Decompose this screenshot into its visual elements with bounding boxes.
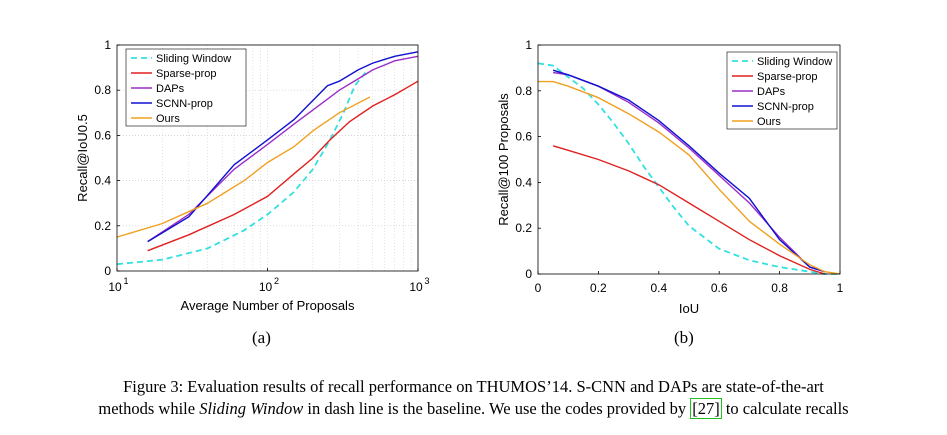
x-tick-exponent: 2	[274, 276, 279, 286]
x-tick-label: 0.4	[650, 281, 667, 295]
legend: Sliding Window Sparse-prop DAPs SCNN-prop Ou…	[125, 48, 247, 127]
x-axis-label: Average Number of Proposals	[181, 298, 355, 313]
x-tick-label: 10	[108, 280, 122, 294]
y-tick-label: 0.4	[515, 175, 532, 189]
x-tick-label: 0.8	[771, 281, 788, 295]
y-tick-label: 0.8	[515, 84, 532, 98]
x-axis-label: IoU	[679, 301, 699, 316]
x-tick-label: 10	[409, 280, 423, 294]
plot-frame	[537, 44, 841, 275]
x-tick-exponent: 1	[123, 276, 128, 286]
x-tick-label: 1	[837, 281, 844, 295]
caption-line-2: methods while Sliding Window in dash lin…	[0, 398, 947, 420]
x-tick-label: 10	[259, 280, 273, 294]
y-tick-label: 1	[525, 38, 532, 52]
legend-label-ours: Ours	[757, 116, 781, 128]
y-tick-label: 0	[525, 267, 532, 281]
legend: Sliding Window Sparse-prop DAPs SCNN-prop Ou…	[726, 51, 838, 130]
caption-line-1: Figure 3: Evaluation results of recall p…	[123, 377, 824, 396]
citation-link[interactable]: [27]	[690, 398, 722, 419]
series-line-daps	[147, 55, 419, 243]
y-tick-label: 0	[104, 264, 111, 278]
y-tick-label: 0.6	[94, 128, 111, 142]
series-line-ours	[538, 80, 841, 275]
legend-label-daps: DAPs	[757, 86, 786, 98]
legend-label-scnn-prop: SCNN-prop	[757, 101, 814, 113]
recall-vs-iou-chart: 0 0.2 0.4 0.6 0.8 1 0 0.2 0.4 0.6 0.8 1 IoU Recall@10…	[496, 38, 844, 316]
legend-label-sliding-window: Sliding Window	[156, 53, 231, 65]
y-axis-label: Recall@IoU0.5	[75, 114, 90, 202]
legend-label-daps: DAPs	[156, 83, 185, 95]
y-tick-label: 0.4	[94, 174, 111, 188]
legend-label-sparse-prop: Sparse-prop	[156, 68, 217, 80]
series-line-sparse-prop	[552, 145, 826, 275]
caption-text-b: in dash line is the baseline. We use the…	[303, 399, 691, 418]
legend-label-scnn-prop: SCNN-prop	[156, 98, 213, 110]
legend-label-sliding-window: Sliding Window	[757, 56, 832, 68]
series-line-ours	[116, 96, 371, 238]
x-tick-label: 0	[535, 281, 542, 295]
y-tick-label: 0.8	[94, 83, 111, 97]
y-tick-label: 1	[104, 38, 111, 52]
legend-label-sparse-prop: Sparse-prop	[757, 71, 818, 83]
x-tick-label: 0.6	[711, 281, 728, 295]
series-line-sparse-prop	[147, 80, 419, 252]
series-line-scnn-prop	[147, 51, 419, 243]
caption-text-a: methods while	[98, 399, 200, 418]
legend-label-ours: Ours	[156, 113, 180, 125]
x-tick-exponent: 3	[424, 276, 429, 286]
x-tick-label: 0.2	[590, 281, 607, 295]
panel-label-b: (b)	[674, 328, 694, 347]
y-axis-label: Recall@100 Proposals	[496, 93, 511, 226]
series-line-scnn-prop	[552, 69, 826, 273]
y-tick-label: 0.2	[515, 221, 532, 235]
panel-label-a: (a)	[252, 328, 271, 347]
legend-box	[726, 51, 838, 130]
caption-emphasis: Sliding Window	[199, 399, 304, 418]
y-tick-label: 0.6	[515, 130, 532, 144]
y-tick-label: 0.2	[94, 219, 111, 233]
figure-caption: Figure 3: Evaluation results of recall p…	[0, 376, 947, 420]
caption-text-c: to calculate recalls	[721, 399, 849, 418]
